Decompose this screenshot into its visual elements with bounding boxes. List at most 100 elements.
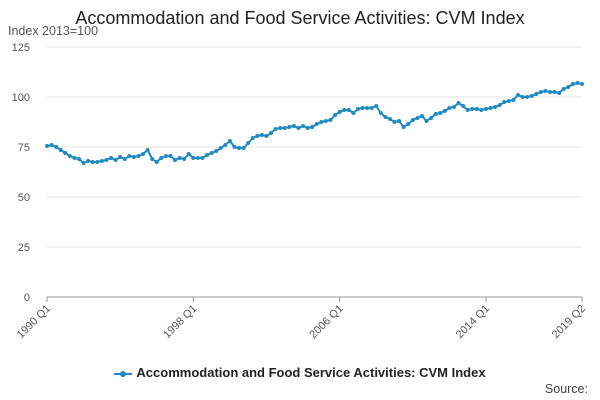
data-point: [305, 126, 310, 130]
data-point: [465, 108, 470, 112]
data-point: [209, 151, 214, 155]
data-point: [246, 141, 251, 145]
x-axis: [46, 296, 583, 302]
data-point: [301, 124, 306, 128]
data-point: [195, 156, 200, 160]
data-point: [424, 119, 429, 123]
x-tick-label: 1998 Q1: [161, 303, 199, 341]
data-point: [397, 119, 402, 123]
data-point: [442, 109, 447, 113]
data-point: [182, 157, 187, 161]
data-point: [538, 90, 543, 94]
data-point: [163, 154, 168, 158]
data-point: [333, 113, 338, 117]
data-point: [387, 117, 392, 121]
data-point: [118, 155, 123, 159]
data-point: [552, 90, 557, 94]
data-point: [401, 125, 406, 129]
data-point: [438, 111, 443, 115]
data-point: [154, 160, 159, 164]
x-tick-label: 2019 Q2: [550, 303, 588, 341]
data-point: [520, 95, 525, 99]
data-point: [191, 156, 196, 160]
data-point: [168, 154, 173, 158]
data-point: [470, 107, 475, 111]
data-point: [104, 158, 109, 162]
y-axis-tick-labels: 0 25 50 75 100 125: [12, 42, 30, 304]
data-point: [429, 116, 434, 120]
x-tick-label: 2014 Q1: [454, 303, 492, 341]
data-point: [479, 108, 484, 112]
y-axis-units-label: Index 2013=100: [8, 24, 99, 38]
data-point: [141, 152, 146, 156]
data-point: [529, 94, 534, 98]
data-point: [45, 144, 49, 148]
data-point: [150, 157, 155, 161]
data-point: [415, 116, 420, 120]
data-point: [346, 108, 351, 112]
legend[interactable]: Accommodation and Food Service Activitie…: [0, 365, 600, 380]
data-point: [337, 110, 342, 114]
series-group: [45, 81, 584, 165]
data-point: [369, 106, 374, 110]
data-point: [310, 125, 315, 129]
data-point: [218, 146, 223, 150]
data-point: [269, 131, 274, 135]
data-point: [493, 105, 498, 109]
data-point: [456, 101, 461, 105]
data-point: [547, 90, 552, 94]
data-point: [122, 157, 127, 161]
data-point: [410, 118, 415, 122]
data-point: [365, 106, 370, 110]
data-point: [570, 82, 575, 86]
data-point: [113, 158, 118, 162]
data-point: [177, 156, 182, 160]
data-point: [506, 99, 511, 103]
data-point: [127, 154, 132, 158]
data-point: [81, 161, 86, 165]
data-point: [534, 92, 539, 96]
data-point: [351, 111, 356, 115]
data-point: [511, 98, 516, 102]
data-point: [173, 158, 178, 162]
data-point: [95, 160, 100, 164]
data-point: [237, 146, 242, 150]
data-point: [483, 107, 488, 111]
data-point: [323, 119, 328, 123]
data-point: [287, 125, 292, 129]
data-point: [200, 156, 205, 160]
data-point: [282, 126, 287, 130]
x-tick-label: 1990 Q1: [15, 303, 53, 341]
data-point: [77, 157, 82, 161]
data-point: [72, 156, 77, 160]
source-label: Source:: [544, 382, 588, 396]
data-point: [291, 124, 296, 128]
data-point: [461, 104, 466, 108]
data-point: [227, 139, 232, 143]
data-point: [561, 87, 566, 91]
data-point: [99, 159, 104, 163]
chart-title: Accommodation and Food Service Activitie…: [75, 8, 525, 28]
data-point: [515, 93, 520, 97]
data-point: [223, 143, 228, 147]
data-point: [406, 122, 411, 126]
data-point: [566, 85, 571, 89]
data-point: [543, 89, 548, 93]
series-line: [46, 81, 583, 165]
data-point: [205, 153, 210, 157]
data-point: [342, 108, 347, 112]
data-point: [296, 126, 301, 130]
data-point: [159, 156, 164, 160]
data-point: [214, 149, 219, 153]
data-point: [474, 107, 479, 111]
data-point: [575, 81, 580, 85]
data-point: [525, 95, 530, 99]
y-tick-label: 75: [18, 142, 30, 154]
data-point: [145, 148, 150, 152]
data-point: [502, 100, 507, 104]
data-point: [319, 120, 324, 124]
data-point: [374, 104, 379, 108]
data-point: [109, 156, 114, 160]
data-point: [67, 154, 72, 158]
data-point: [131, 155, 136, 159]
